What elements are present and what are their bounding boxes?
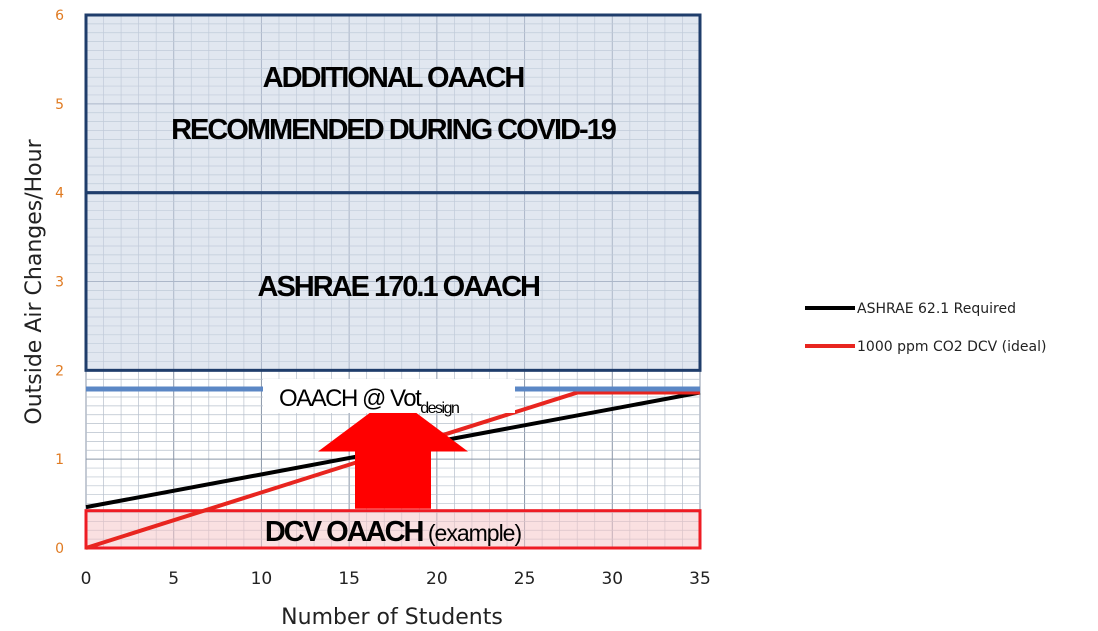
y-tick-label: 1 — [55, 452, 64, 468]
bands — [84, 13, 702, 550]
y-tick-label: 2 — [55, 363, 64, 379]
x-tick-label: 5 — [168, 569, 179, 589]
legend: ASHRAE 62.1 Required 1000 ppm CO2 DCV (id… — [805, 301, 1046, 355]
x-tick-label: 20 — [426, 569, 448, 589]
x-tick-label: 35 — [689, 569, 711, 589]
dcv-label-main: DCV OAACH — [265, 516, 423, 548]
dcv-label: DCV OAACH (example) — [265, 516, 522, 548]
y-tick-label: 3 — [55, 275, 64, 291]
y-tick-label: 0 — [55, 541, 64, 557]
design-label-box — [263, 378, 515, 413]
covid-band — [84, 13, 702, 195]
x-tick-label: 15 — [338, 569, 360, 589]
y-tick-label: 6 — [55, 8, 64, 24]
axes: 0 1 2 3 4 5 6 0 5 10 15 20 25 30 35 — [55, 8, 711, 589]
covid-label-line-0: ADDITIONAL OAACH — [263, 62, 524, 94]
x-axis-title: Number of Students — [281, 605, 503, 630]
dcv-label-suffix: (example) — [422, 520, 521, 546]
y-axis-title: Outside Air Changes/Hour — [22, 138, 47, 424]
design-label-sub: design — [420, 400, 459, 417]
y-tick-label: 4 — [55, 186, 64, 202]
series-line-1 — [85, 390, 700, 550]
design-label-main: OAACH @ Vot — [279, 385, 422, 412]
x-tick-label: 25 — [514, 569, 536, 589]
x-tick-label: 30 — [601, 569, 623, 589]
y-tick-label: 5 — [55, 97, 64, 113]
legend-label-0: ASHRAE 62.1 Required — [857, 301, 1016, 317]
x-tick-label: 10 — [251, 569, 273, 589]
legend-label-1: 1000 ppm CO2 DCV (ideal) — [857, 339, 1046, 355]
design-label: OAACH @ Votdesign — [279, 385, 459, 417]
ashrae-170-band — [84, 191, 702, 372]
up-arrow — [318, 395, 468, 509]
overlays: OAACH @ Votdesign ADDITIONAL OAACH RECOMME… — [86, 62, 700, 548]
covid-label-line-1: RECOMMENDED DURING COVID-19 — [171, 114, 617, 146]
x-tick-label: 0 — [81, 569, 92, 589]
ashrae-170-label: ASHRAE 170.1 OAACH — [258, 271, 540, 303]
